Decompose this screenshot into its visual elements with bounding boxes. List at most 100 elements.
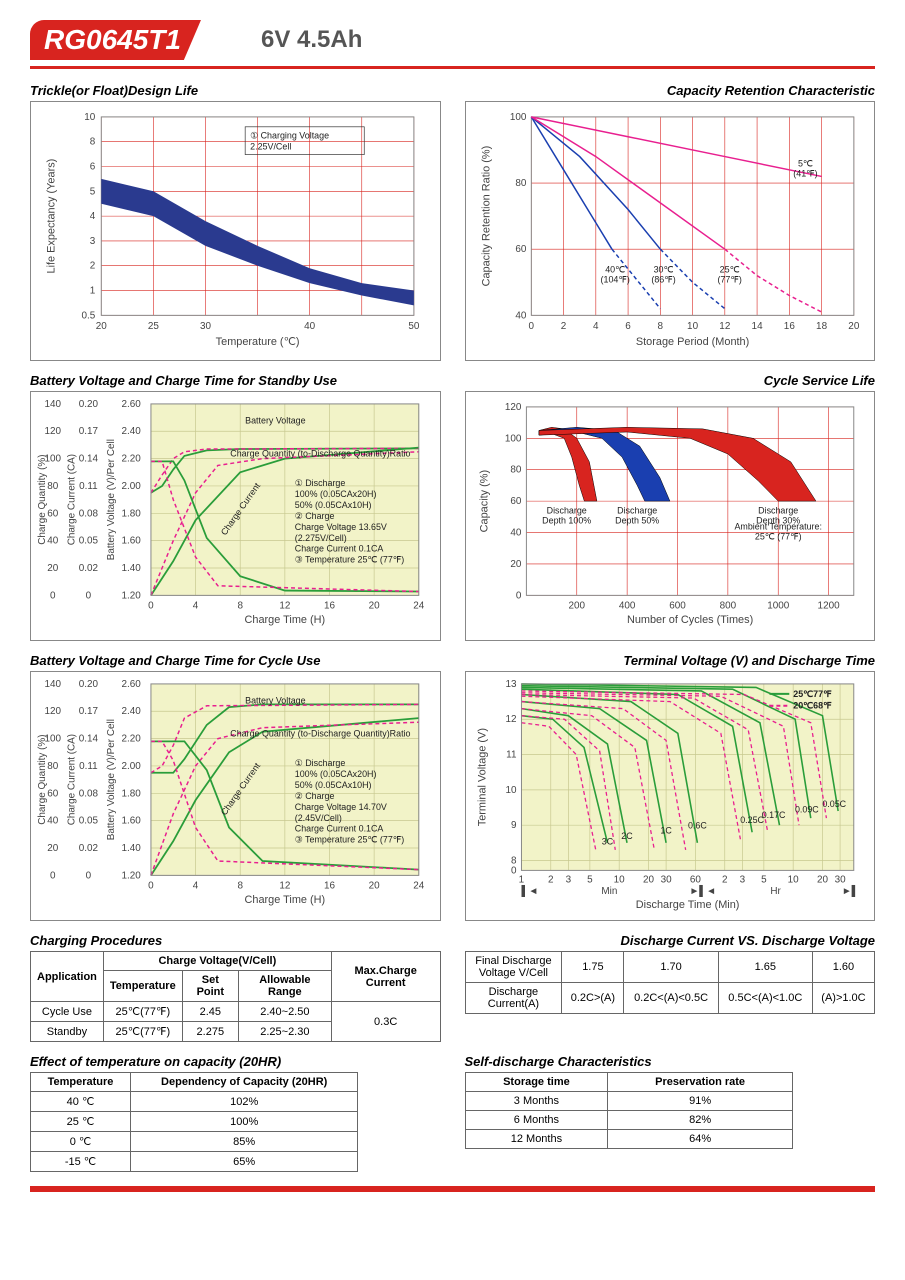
table-row: 12 Months64% xyxy=(465,1130,792,1149)
svg-text:1.20: 1.20 xyxy=(121,870,141,881)
title-standby: Battery Voltage and Charge Time for Stan… xyxy=(30,373,441,388)
svg-text:1.20: 1.20 xyxy=(121,590,141,601)
svg-text:0: 0 xyxy=(528,321,534,332)
svg-text:Storage Period (Month): Storage Period (Month) xyxy=(635,336,748,348)
chart-trickle: 0.51234568102025304050Life Expectancy (Y… xyxy=(30,101,441,361)
title-charging-proc: Charging Procedures xyxy=(30,933,441,948)
svg-text:Charge Current 0.1CA: Charge Current 0.1CA xyxy=(295,544,384,554)
svg-text:5℃: 5℃ xyxy=(797,159,812,169)
svg-text:20: 20 xyxy=(47,843,59,854)
svg-text:② Charge: ② Charge xyxy=(295,791,335,801)
svg-text:2.40: 2.40 xyxy=(121,426,141,437)
svg-text:Charge Voltage 13.65V: Charge Voltage 13.65V xyxy=(295,522,387,532)
svg-text:0: 0 xyxy=(50,870,56,881)
svg-text:12: 12 xyxy=(505,714,517,725)
table-row: 6 Months82% xyxy=(465,1111,792,1130)
svg-text:Temperature (℃): Temperature (℃) xyxy=(216,336,300,348)
svg-text:Depth 100%: Depth 100% xyxy=(542,516,591,526)
svg-text:80: 80 xyxy=(510,465,522,476)
section-temp-cap: Effect of temperature on capacity (20HR)… xyxy=(30,1054,441,1172)
table-temp-cap: TemperatureDependency of Capacity (20HR)… xyxy=(30,1072,358,1172)
svg-text:2C: 2C xyxy=(621,831,633,841)
section-terminal: Terminal Voltage (V) and Discharge Time … xyxy=(465,653,876,921)
svg-text:25℃77℉: 25℃77℉ xyxy=(793,689,832,699)
svg-text:40: 40 xyxy=(47,536,59,547)
svg-text:40: 40 xyxy=(515,310,527,321)
svg-text:25℃: 25℃ xyxy=(719,264,739,274)
svg-text:0.05: 0.05 xyxy=(79,536,99,547)
table-row: Discharge Current(A) 0.2C>(A) 0.2C<(A)<0… xyxy=(465,983,875,1014)
svg-text:2: 2 xyxy=(548,874,554,885)
svg-text:0.05: 0.05 xyxy=(79,816,99,827)
svg-text:1: 1 xyxy=(90,286,96,297)
svg-text:100: 100 xyxy=(509,112,526,123)
svg-text:60: 60 xyxy=(47,788,59,799)
header: RG0645T1 6V 4.5Ah xyxy=(30,20,875,60)
content-grid: Trickle(or Float)Design Life 0.512345681… xyxy=(30,83,875,1172)
svg-text:Hr: Hr xyxy=(770,886,781,897)
svg-text:5: 5 xyxy=(587,874,593,885)
svg-text:Charge Voltage 14.70V: Charge Voltage 14.70V xyxy=(295,802,387,812)
svg-text:0.14: 0.14 xyxy=(79,734,99,745)
svg-text:40: 40 xyxy=(510,528,522,539)
svg-text:18: 18 xyxy=(816,321,828,332)
svg-text:4: 4 xyxy=(593,321,599,332)
svg-text:5: 5 xyxy=(761,874,767,885)
svg-text:80: 80 xyxy=(515,178,527,189)
svg-text:50% (0.05CAx10H): 50% (0.05CAx10H) xyxy=(295,500,372,510)
svg-text:1.60: 1.60 xyxy=(121,816,141,827)
svg-text:① Discharge: ① Discharge xyxy=(295,478,346,488)
svg-text:0: 0 xyxy=(148,600,154,611)
svg-text:0.6C: 0.6C xyxy=(687,820,706,830)
table-row: -15 ℃65% xyxy=(31,1152,358,1172)
svg-text:2: 2 xyxy=(90,261,96,272)
svg-text:Discharge Time (Min): Discharge Time (Min) xyxy=(635,899,739,911)
svg-text:Charge Current (CA): Charge Current (CA) xyxy=(67,454,78,545)
svg-text:4: 4 xyxy=(90,211,96,222)
svg-text:Capacity Retention Ratio (%): Capacity Retention Ratio (%) xyxy=(480,146,492,287)
svg-text:Battery Voltage: Battery Voltage xyxy=(245,416,305,426)
svg-text:Battery Voltage (V)/Per Cell: Battery Voltage (V)/Per Cell xyxy=(106,439,117,560)
svg-text:800: 800 xyxy=(719,600,736,611)
svg-text:2.60: 2.60 xyxy=(121,679,141,690)
title-terminal: Terminal Voltage (V) and Discharge Time xyxy=(465,653,876,668)
svg-text:8: 8 xyxy=(237,600,243,611)
svg-text:0: 0 xyxy=(510,865,516,876)
chart-standby: 0481216202402040608010012014000.020.050.… xyxy=(30,391,441,641)
title-cycle-life: Cycle Service Life xyxy=(465,373,876,388)
svg-text:Discharge: Discharge xyxy=(758,506,798,516)
title-retention: Capacity Retention Characteristic xyxy=(465,83,876,98)
svg-text:Charge Time (H): Charge Time (H) xyxy=(245,614,326,626)
svg-text:2.60: 2.60 xyxy=(121,399,141,410)
svg-text:Battery Voltage (V)/Per Cell: Battery Voltage (V)/Per Cell xyxy=(106,719,117,840)
svg-text:Charge Quantity (%): Charge Quantity (%) xyxy=(37,454,48,544)
svg-text:(41℉): (41℉) xyxy=(793,168,817,178)
svg-text:0.08: 0.08 xyxy=(79,508,99,519)
svg-text:(86℉): (86℉) xyxy=(651,274,675,284)
svg-text:0.08: 0.08 xyxy=(79,788,99,799)
svg-text:20: 20 xyxy=(642,874,654,885)
table-row: 3 Months91% xyxy=(465,1092,792,1111)
table-row: Final Discharge Voltage V/Cell 1.75 1.70… xyxy=(465,952,875,983)
svg-text:1.60: 1.60 xyxy=(121,536,141,547)
svg-text:(2.275V/Cell): (2.275V/Cell) xyxy=(295,533,347,543)
section-standby: Battery Voltage and Charge Time for Stan… xyxy=(30,373,441,641)
section-cycle-life: Cycle Service Life 020406080100120200400… xyxy=(465,373,876,641)
svg-text:③ Temperature 25℃ (77℉): ③ Temperature 25℃ (77℉) xyxy=(295,835,404,845)
svg-text:30: 30 xyxy=(834,874,846,885)
th-cv: Charge Voltage(V/Cell) xyxy=(103,952,331,971)
svg-text:0.20: 0.20 xyxy=(79,399,99,410)
svg-text:1.80: 1.80 xyxy=(121,508,141,519)
svg-text:3: 3 xyxy=(739,874,745,885)
svg-text:24: 24 xyxy=(413,880,425,891)
title-cycle-use: Battery Voltage and Charge Time for Cycl… xyxy=(30,653,441,668)
svg-text:▌◄: ▌◄ xyxy=(521,884,538,897)
svg-text:80: 80 xyxy=(47,481,59,492)
svg-text:Terminal Voltage (V): Terminal Voltage (V) xyxy=(476,728,488,826)
svg-text:Min: Min xyxy=(601,886,617,897)
svg-text:0.14: 0.14 xyxy=(79,454,99,465)
th-temp: Temperature xyxy=(103,971,182,1002)
svg-text:Battery Voltage: Battery Voltage xyxy=(245,696,305,706)
svg-text:40: 40 xyxy=(304,321,316,332)
svg-text:30: 30 xyxy=(660,874,672,885)
